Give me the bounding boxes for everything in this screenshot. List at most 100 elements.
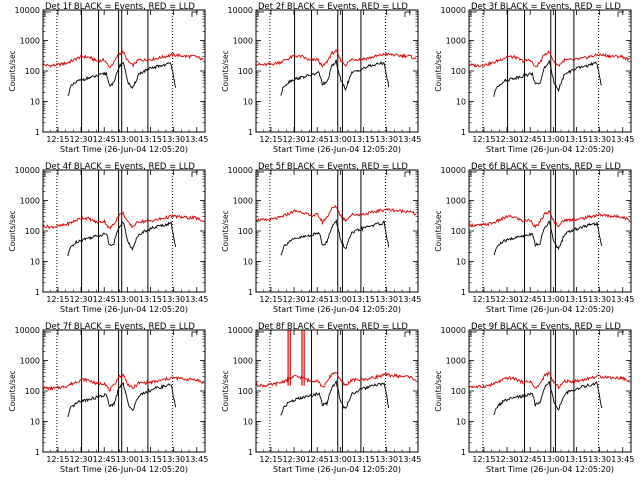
x-tick-label: 13:45 — [398, 455, 421, 464]
x-tick-label: 13:00 — [542, 135, 565, 144]
x-tick-label: 13:15 — [352, 295, 375, 304]
panel-data — [43, 50, 204, 96]
range-bracket-left — [470, 171, 477, 177]
x-tick-label: 13:15 — [352, 135, 375, 144]
panel-3: Det 3f BLACK = Events, RED = LLD 1 10 100 10… — [434, 2, 634, 154]
y-tick-label: 10 — [243, 98, 253, 107]
y-tick-label: 10 — [456, 418, 466, 427]
x-tick-label: 13:00 — [329, 295, 352, 304]
range-bracket-left — [257, 331, 264, 337]
x-tick-label: 13:45 — [611, 295, 634, 304]
panel-1: Det 1f BLACK = Events, RED = LLD 1 10 100 10… — [8, 2, 208, 154]
x-tick-label: 13:15 — [139, 455, 162, 464]
range-bracket-left — [470, 331, 477, 337]
panel-frame — [42, 329, 206, 453]
y-tick-label: 1 — [248, 448, 253, 457]
lld-series-line — [43, 373, 204, 392]
events-series-line — [280, 380, 390, 416]
y-tick-label: 10000 — [228, 166, 253, 175]
y-tick-label: 1000 — [20, 197, 40, 206]
y-tick-label: 10000 — [441, 326, 466, 335]
x-tick-label: 12:30 — [283, 135, 306, 144]
y-tick-label: 1 — [35, 128, 40, 137]
x-tick-label: 12:45 — [93, 135, 116, 144]
y-tick-label: 10000 — [441, 6, 466, 15]
x-tick-label: 13:30 — [375, 455, 398, 464]
panel-8: Det 8f BLACK = Events, RED = LLD 1 10 100 10… — [221, 322, 421, 474]
panel-6: Det 6f BLACK = Events, RED = LLD 1 10 100 10… — [434, 162, 634, 314]
panel-data — [256, 204, 417, 256]
x-tick-label: 13:30 — [375, 295, 398, 304]
x-tick-label: 12:45 — [519, 455, 542, 464]
y-tick-label: 1 — [461, 448, 466, 457]
panel-data — [43, 373, 204, 418]
x-tick-label: 13:00 — [329, 455, 352, 464]
y-axis-label: Counts/sec — [8, 210, 17, 251]
range-bracket-right — [404, 171, 411, 177]
panel-frame — [255, 169, 419, 293]
y-tick-label: 10000 — [228, 326, 253, 335]
x-tick-label: 13:00 — [542, 295, 565, 304]
panel-frame — [42, 9, 206, 133]
x-axis-label: Start Time (26-Jun-04 12:05:20) — [273, 465, 401, 474]
panel-9: Det 9f BLACK = Events, RED = LLD 1 10 100 10… — [434, 322, 634, 474]
y-tick-label: 10 — [30, 418, 40, 427]
events-series-line — [67, 61, 177, 96]
panel-title: Det 7f BLACK = Events, RED = LLD — [45, 322, 195, 332]
events-series-line — [493, 380, 603, 416]
range-bracket-left — [44, 11, 51, 17]
panel-title: Det 4f BLACK = Events, RED = LLD — [45, 162, 195, 172]
x-tick-label: 13:30 — [588, 135, 611, 144]
range-bracket-left — [44, 331, 51, 337]
range-bracket-right — [617, 171, 624, 177]
x-tick-label: 13:45 — [398, 135, 421, 144]
y-tick-label: 1 — [35, 448, 40, 457]
x-tick-label: 13:45 — [398, 295, 421, 304]
x-tick-label: 12:15 — [472, 295, 495, 304]
panel-frame — [255, 329, 419, 453]
x-tick-label: 12:15 — [46, 455, 69, 464]
y-tick-label: 1 — [248, 128, 253, 137]
y-axis-label: Counts/sec — [434, 50, 443, 91]
x-tick-label: 13:00 — [116, 295, 139, 304]
x-tick-label: 13:00 — [116, 135, 139, 144]
panel-data — [469, 49, 630, 97]
panel-4: Det 4f BLACK = Events, RED = LLD 1 10 100 10… — [8, 162, 208, 314]
panel-frame — [468, 169, 632, 293]
range-bracket-right — [191, 171, 198, 177]
x-axis-label: Start Time (26-Jun-04 12:05:20) — [60, 465, 188, 474]
x-tick-label: 13:00 — [542, 455, 565, 464]
y-axis-label: Counts/sec — [221, 50, 230, 91]
lld-series-line — [469, 210, 630, 229]
lld-series-line — [469, 371, 630, 390]
y-tick-label: 1 — [461, 288, 466, 297]
x-tick-label: 13:45 — [185, 455, 208, 464]
y-tick-label: 10 — [30, 98, 40, 107]
x-tick-label: 13:15 — [565, 295, 588, 304]
x-tick-label: 12:45 — [93, 295, 116, 304]
y-tick-label: 100 — [25, 387, 40, 396]
y-axis-label: Counts/sec — [434, 210, 443, 251]
y-tick-label: 100 — [238, 387, 253, 396]
x-tick-label: 13:15 — [565, 455, 588, 464]
x-tick-label: 13:45 — [611, 135, 634, 144]
range-bracket-right — [191, 11, 198, 17]
x-tick-label: 13:15 — [139, 135, 162, 144]
x-tick-label: 12:45 — [306, 295, 329, 304]
range-bracket-left — [470, 11, 477, 17]
y-tick-label: 1000 — [20, 357, 40, 366]
x-tick-label: 12:30 — [70, 295, 93, 304]
x-tick-label: 13:30 — [375, 135, 398, 144]
y-tick-label: 10000 — [228, 6, 253, 15]
x-tick-label: 12:30 — [283, 455, 306, 464]
y-tick-label: 1000 — [446, 357, 466, 366]
x-tick-label: 13:30 — [162, 295, 185, 304]
y-tick-label: 10 — [30, 258, 40, 267]
y-tick-label: 10000 — [441, 166, 466, 175]
y-axis-label: Counts/sec — [8, 370, 17, 411]
events-series-line — [280, 59, 390, 96]
range-bracket-left — [44, 171, 51, 177]
x-tick-label: 13:45 — [611, 455, 634, 464]
lld-series-line — [256, 49, 417, 68]
